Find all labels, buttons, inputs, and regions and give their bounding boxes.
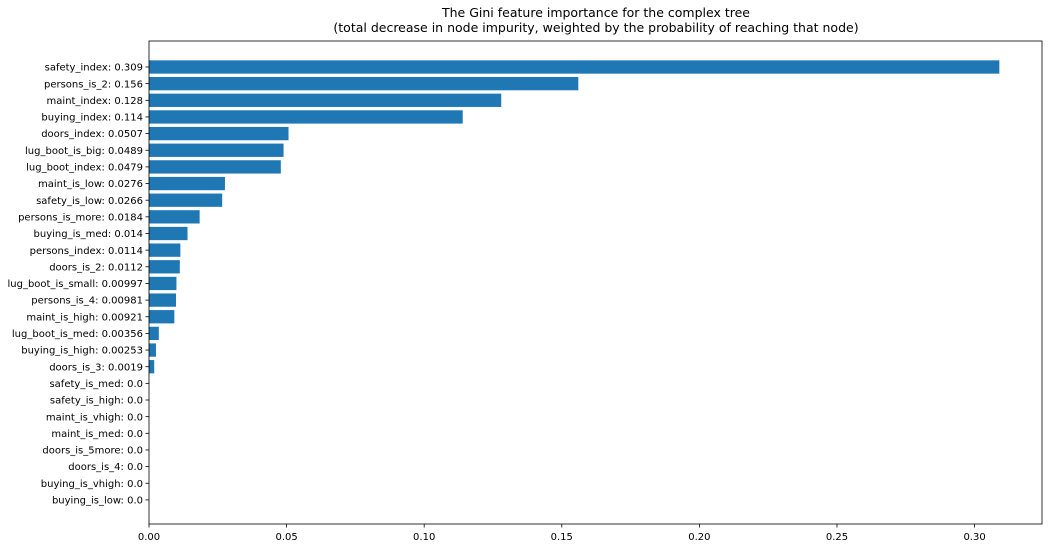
bar bbox=[149, 226, 188, 241]
chart-title-line-1: The Gini feature importance for the comp… bbox=[441, 5, 750, 20]
x-tick-label: 0.25 bbox=[826, 532, 848, 543]
y-tick-label: safety_is_med: 0.0 bbox=[49, 379, 143, 390]
x-tick-label: 0.00 bbox=[138, 532, 160, 543]
x-tick-label: 0.10 bbox=[413, 532, 435, 543]
y-tick-label: lug_boot_is_big: 0.0489 bbox=[25, 146, 143, 157]
y-tick-label: buying_is_vhigh: 0.0 bbox=[41, 479, 143, 490]
chart-title-line-2: (total decrease in node impurity, weight… bbox=[333, 20, 858, 35]
y-tick-label: persons_is_more: 0.0184 bbox=[18, 212, 143, 223]
bar bbox=[149, 176, 225, 191]
y-tick-label: safety_is_low: 0.0266 bbox=[36, 196, 143, 207]
x-tick-label: 0.05 bbox=[275, 532, 297, 543]
y-tick-label: doors_is_4: 0.0 bbox=[68, 462, 143, 473]
bar bbox=[149, 126, 289, 141]
bar bbox=[149, 276, 177, 291]
y-tick-label: persons_is_4: 0.00981 bbox=[31, 296, 143, 307]
bar bbox=[149, 243, 181, 257]
x-tick-label: 0.15 bbox=[551, 532, 573, 543]
bar bbox=[149, 343, 156, 357]
bar bbox=[149, 110, 463, 124]
y-tick-label: maint_is_low: 0.0276 bbox=[38, 179, 143, 190]
y-tick-label: buying_index: 0.114 bbox=[41, 113, 143, 124]
bar bbox=[149, 210, 200, 224]
y-tick-label: buying_is_low: 0.0 bbox=[52, 496, 143, 507]
y-tick-label: persons_index: 0.0114 bbox=[30, 246, 143, 257]
bar bbox=[149, 260, 180, 274]
bar bbox=[149, 143, 284, 157]
y-tick-label: lug_boot_index: 0.0479 bbox=[26, 163, 143, 174]
bar bbox=[149, 60, 1000, 74]
y-tick-label: maint_is_med: 0.0 bbox=[51, 429, 143, 440]
bar bbox=[149, 326, 159, 341]
y-tick-label: buying_is_high: 0.00253 bbox=[21, 346, 143, 357]
y-tick-label: doors_index: 0.0507 bbox=[41, 129, 143, 140]
y-tick-label: buying_is_med: 0.014 bbox=[34, 229, 143, 240]
y-tick-label: safety_index: 0.309 bbox=[45, 63, 143, 74]
y-tick-label: doors_is_5more: 0.0 bbox=[42, 446, 143, 457]
bars-group bbox=[149, 60, 1000, 374]
y-tick-label: maint_index: 0.128 bbox=[47, 96, 143, 107]
bar bbox=[149, 193, 223, 207]
bar bbox=[149, 293, 176, 307]
y-tick-label: maint_is_vhigh: 0.0 bbox=[46, 412, 143, 423]
y-tick-labels: safety_index: 0.309 persons_is_2: 0.156 ma… bbox=[8, 63, 149, 507]
plot-frame bbox=[148, 40, 1043, 525]
x-ticks: 0.00 0.05 0.10 0.15 0.20 0.25 0.30 bbox=[138, 524, 986, 543]
bar bbox=[149, 77, 579, 91]
y-tick-label: maint_is_high: 0.00921 bbox=[26, 312, 143, 323]
x-tick-label: 0.30 bbox=[963, 532, 985, 543]
y-tick-label: persons_is_2: 0.156 bbox=[44, 79, 143, 90]
y-tick-label: doors_is_3: 0.0019 bbox=[49, 362, 143, 373]
y-tick-label: lug_boot_is_med: 0.00356 bbox=[12, 329, 143, 340]
bar bbox=[149, 160, 281, 174]
y-tick-label: doors_is_2: 0.0112 bbox=[49, 262, 143, 273]
y-tick-label: safety_is_high: 0.0 bbox=[50, 396, 143, 407]
bar bbox=[149, 310, 175, 324]
bar bbox=[149, 93, 502, 107]
x-tick-label: 0.20 bbox=[688, 532, 710, 543]
bar bbox=[149, 360, 155, 374]
y-tick-label: lug_boot_is_small: 0.00997 bbox=[8, 279, 144, 290]
